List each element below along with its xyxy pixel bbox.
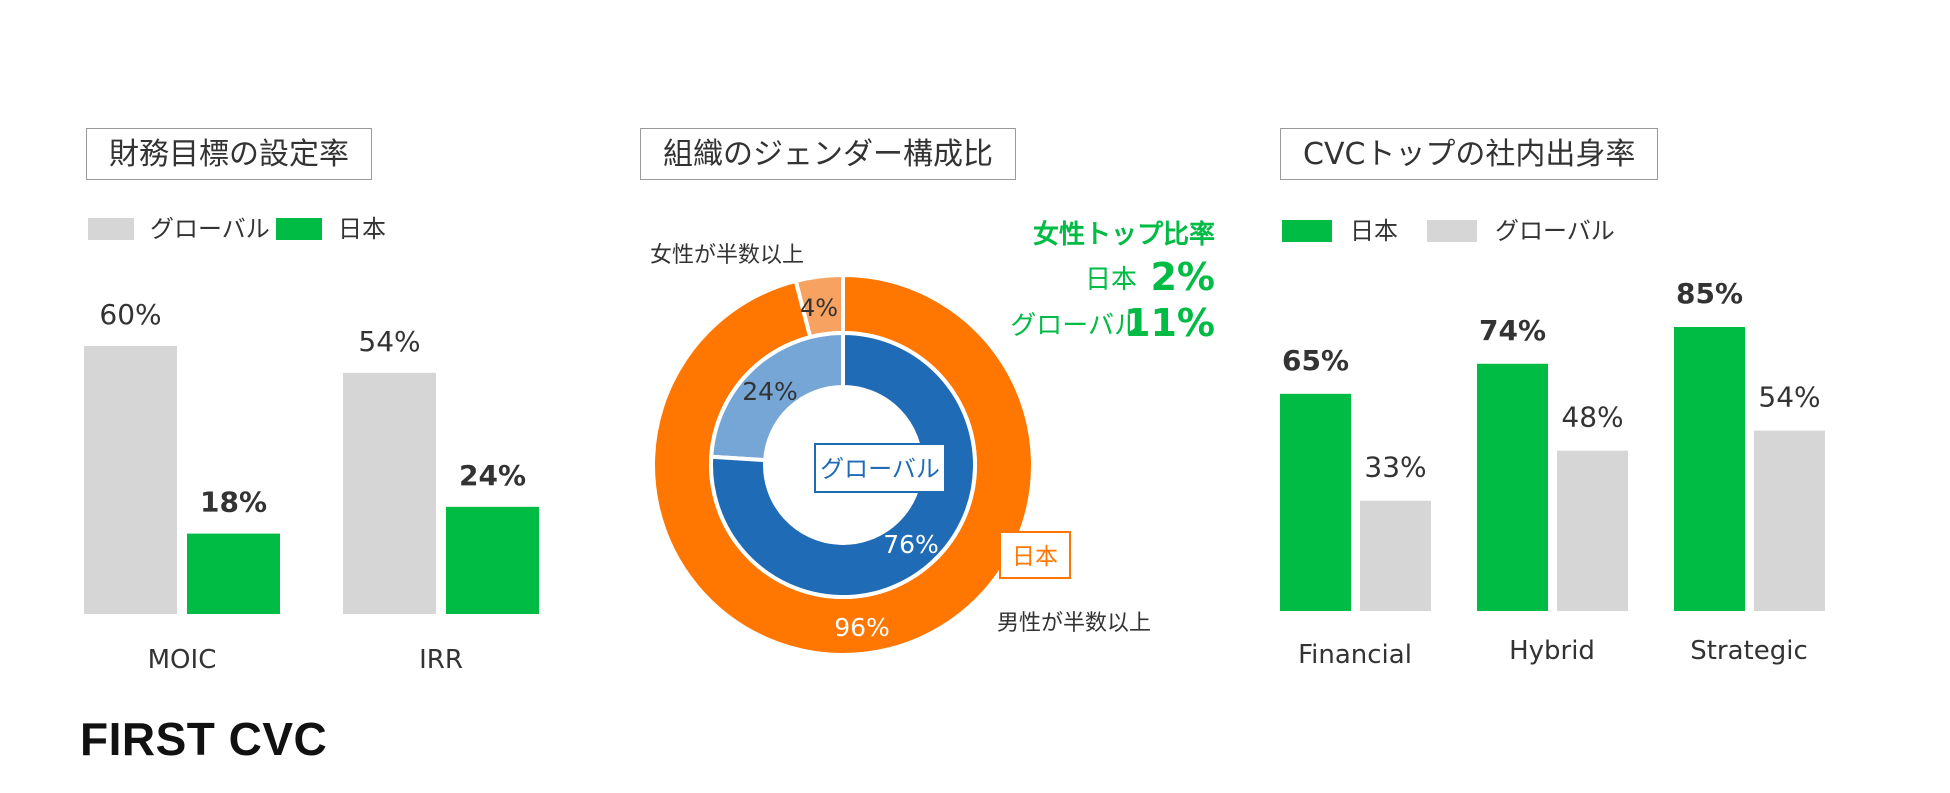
category-label: Financial <box>1298 640 1412 670</box>
chart-title-internal-ceo-rate: CVCトップの社内出身率 <box>1280 128 1659 180</box>
ring-name-box-japan <box>999 531 1071 579</box>
data-label: 54% <box>358 325 420 358</box>
slice-label: 4% <box>800 294 838 322</box>
annotation-label-japan: 日本 <box>1085 265 1137 295</box>
slice-label: 76% <box>883 530 939 559</box>
data-label: 65% <box>1282 344 1349 377</box>
category-label: IRR <box>419 645 463 675</box>
data-label: 48% <box>1561 401 1623 434</box>
ring-name-japan: 日本 <box>1012 544 1058 570</box>
data-label: 85% <box>1676 277 1743 310</box>
legend-label: 日本 <box>338 215 386 243</box>
legend-swatch <box>1427 220 1477 242</box>
bar <box>1360 500 1431 611</box>
bar <box>1754 430 1825 611</box>
data-label: 18% <box>200 486 267 519</box>
legend-swatch <box>1282 220 1332 242</box>
bar <box>1477 363 1548 611</box>
callout-male-majority: 男性が半数以上 <box>997 611 1151 636</box>
annotation-title: 女性トップ比率 <box>1033 219 1215 250</box>
data-label: 54% <box>1758 381 1820 414</box>
data-label: 60% <box>99 298 161 331</box>
bar <box>1280 393 1351 611</box>
data-label: 24% <box>459 459 526 492</box>
slice-label: 96% <box>834 613 890 642</box>
chart-title-financial-targets: 財務目標の設定率 <box>86 128 372 180</box>
annotation-value-global: 11% <box>1124 301 1215 345</box>
bar <box>187 533 280 614</box>
chart-title-gender-composition: 組織のジェンダー構成比 <box>640 128 1016 180</box>
category-label: MOIC <box>148 645 217 675</box>
data-label: 33% <box>1364 451 1426 484</box>
legend-label: 日本 <box>1350 217 1398 245</box>
bar <box>84 346 177 614</box>
bar <box>446 506 539 614</box>
ring-name-global: グローバル <box>820 455 940 483</box>
legend-label: グローバル <box>150 215 270 243</box>
annotation-label-global: グローバル <box>1010 311 1140 341</box>
category-label: Hybrid <box>1509 636 1595 666</box>
data-label: 74% <box>1479 314 1546 347</box>
slice-label: 24% <box>742 377 798 406</box>
donut-slice <box>709 330 845 463</box>
bar <box>1674 327 1745 611</box>
bar <box>343 372 436 614</box>
legend-swatch <box>88 218 134 240</box>
bar <box>1557 450 1628 611</box>
legend-swatch <box>276 218 322 240</box>
legend-label: グローバル <box>1495 217 1615 245</box>
annotation-value-japan: 2% <box>1150 255 1215 299</box>
ring-name-box-global <box>814 443 946 493</box>
brand-logo-text: FIRST CVC <box>80 713 328 765</box>
category-label: Strategic <box>1690 636 1808 666</box>
callout-female-majority: 女性が半数以上 <box>650 243 804 268</box>
